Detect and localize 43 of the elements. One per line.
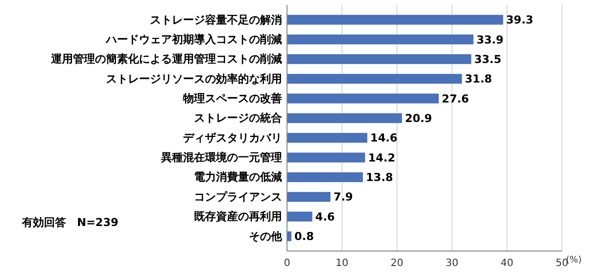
data-label: 0.8 (294, 230, 314, 244)
x-axis-title: (%) (566, 255, 582, 266)
y-tick-label: 運用管理の簡素化による運用管理コストの削減 (50, 52, 282, 66)
x-tick-label: 0 (284, 258, 290, 270)
data-label: 33.5 (474, 52, 502, 66)
y-tick-label: 異種混在環境の一元管理 (160, 151, 282, 164)
bar (287, 172, 363, 182)
y-tick-label: コンプライアンス (194, 190, 282, 204)
bar (287, 34, 474, 44)
data-label: 14.2 (368, 151, 396, 164)
data-label: 4.6 (315, 210, 336, 224)
bar (287, 152, 366, 162)
y-tick-label: 既存資産の再利用 (194, 210, 282, 224)
data-label: 39.3 (506, 14, 534, 27)
y-tick-label: その他 (249, 230, 283, 243)
y-tick-label: 電力消費量の低減 (194, 170, 282, 184)
data-label: 33.9 (476, 33, 504, 46)
y-tick-label: ストレージの統合 (194, 112, 283, 125)
data-label: 31.8 (464, 72, 492, 86)
data-label: 20.9 (404, 112, 432, 126)
text: 有効回答 N=239 (21, 216, 118, 230)
bar (287, 212, 312, 222)
bar (287, 14, 504, 25)
y-tick-label: ストレージ容量不足の解消 (150, 13, 282, 26)
x-tick-label: 40 (500, 258, 514, 270)
bar (287, 113, 402, 124)
data-label: 7.9 (333, 190, 353, 204)
data-label: 13.8 (366, 171, 394, 184)
y-tick-label: ハードウェア初期導入コストの削減 (105, 32, 282, 46)
x-tick-label: 50 (556, 258, 568, 270)
x-tick-label: 20 (390, 258, 404, 270)
bar (287, 192, 330, 202)
data-label: 27.6 (442, 92, 470, 106)
y-tick-label: ディザスタリカバリ (183, 131, 282, 144)
y-tick-label: 物理スペースの改善 (182, 92, 282, 105)
bar (287, 74, 462, 84)
bar (287, 54, 472, 64)
bar (287, 132, 368, 143)
x-tick-label: 30 (446, 258, 458, 270)
x-tick-label: 10 (336, 258, 348, 270)
data-label: 14.6 (370, 132, 398, 145)
bar (287, 94, 439, 104)
y-tick-label: ストレージリソースの効率的な利用 (106, 72, 282, 86)
